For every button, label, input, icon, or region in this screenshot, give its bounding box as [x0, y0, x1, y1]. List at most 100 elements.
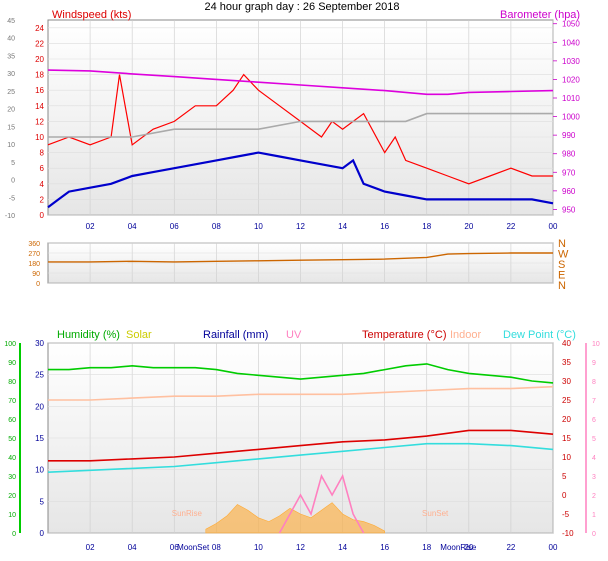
- humidity-tick-label: 40: [8, 455, 16, 462]
- temperature-tick-label: 15: [562, 434, 571, 443]
- compass-tick-label: N: [558, 280, 566, 292]
- temperature-tick-label: 20: [562, 415, 571, 424]
- barometer-tick-label: 960: [562, 187, 576, 196]
- hour-tick-label: 00: [549, 222, 558, 231]
- humidity-tick-label: 90: [8, 360, 16, 367]
- windspeed-tick-label: 0: [40, 211, 45, 220]
- hour-tick-label: 20: [464, 222, 473, 231]
- humidity-tick-label: 50: [8, 436, 16, 443]
- sunrise-label: SunRise: [172, 509, 203, 518]
- hour-tick-label: 20: [464, 543, 473, 552]
- hour-tick-label: 22: [506, 543, 515, 552]
- rainfall-tick-label: 0: [40, 529, 45, 538]
- barometer-tick-label: 990: [562, 131, 576, 140]
- series-line: [48, 112, 553, 138]
- rainfall-tick-label: 15: [35, 434, 44, 443]
- hour-tick-label: 22: [506, 222, 515, 231]
- outer-left-tick-label: -5: [9, 195, 15, 202]
- windspeed-tick-label: 16: [35, 86, 44, 95]
- direction-tick-label: 180: [28, 261, 40, 268]
- humidity-tick-label: 30: [8, 474, 16, 481]
- uv-tick-label: 1: [592, 512, 596, 519]
- humidity-tick-label: 100: [4, 341, 16, 348]
- windspeed-tick-label: 4: [40, 180, 45, 189]
- windspeed-axis-label: Windspeed (kts): [52, 9, 131, 21]
- legend-label: Temperature (°C): [362, 329, 446, 341]
- windspeed-tick-label: 14: [35, 102, 44, 111]
- uv-tick-label: 2: [592, 493, 596, 500]
- uv-tick-label: 9: [592, 360, 596, 367]
- outer-left-tick-label: 45: [7, 18, 15, 25]
- series-area: [205, 502, 385, 534]
- outer-left-tick-label: 30: [7, 71, 15, 78]
- hour-tick-label: 16: [380, 222, 389, 231]
- compass-tick-label: S: [558, 259, 565, 271]
- hour-tick-label: 12: [296, 543, 305, 552]
- windspeed-tick-label: 6: [40, 164, 45, 173]
- windspeed-tick-label: 10: [35, 133, 44, 142]
- hour-tick-label: 14: [338, 543, 347, 552]
- series-line: [47, 151, 554, 209]
- series-line: [278, 473, 365, 534]
- barometer-axis-label: Barometer (hpa): [500, 9, 580, 21]
- series-line: [47, 442, 554, 473]
- temperature-tick-label: -5: [562, 510, 570, 519]
- hour-tick-label: 12: [296, 222, 305, 231]
- barometer-tick-label: 1010: [562, 94, 580, 103]
- outer-left-tick-label: -10: [5, 213, 15, 220]
- temperature-tick-label: 5: [562, 472, 567, 481]
- hour-tick-label: 00: [549, 543, 558, 552]
- barometer-tick-label: 1030: [562, 57, 580, 66]
- sunset-label: SunSet: [422, 509, 449, 518]
- direction-tick-label: 270: [28, 251, 40, 258]
- temperature-tick-label: 30: [562, 377, 571, 386]
- uv-tick-label: 5: [592, 436, 596, 443]
- outer-left-tick-label: 0: [11, 178, 15, 185]
- hour-tick-label: 10: [254, 543, 263, 552]
- legend-label: Humidity (%): [57, 329, 120, 341]
- outer-left-tick-label: 10: [7, 142, 15, 149]
- hour-tick-label: 14: [338, 222, 347, 231]
- moonrise-label: MoonRise: [440, 543, 477, 552]
- series-line: [47, 69, 554, 96]
- hour-tick-label: 08: [212, 222, 221, 231]
- barometer-tick-label: 1000: [562, 113, 580, 122]
- uv-tick-label: 4: [592, 455, 596, 462]
- hour-tick-label: 18: [422, 222, 431, 231]
- rainfall-tick-label: 5: [40, 497, 45, 506]
- temperature-tick-label: 25: [562, 396, 571, 405]
- barometer-tick-label: 970: [562, 168, 576, 177]
- outer-left-tick-label: 15: [7, 124, 15, 131]
- windspeed-tick-label: 22: [35, 39, 44, 48]
- hour-tick-label: 10: [254, 222, 263, 231]
- series-line: [48, 385, 554, 401]
- compass-tick-label: N: [558, 238, 566, 250]
- direction-tick-label: 360: [28, 241, 40, 248]
- outer-left-tick-label: 5: [11, 160, 15, 167]
- humidity-tick-label: 0: [12, 531, 16, 538]
- uv-tick-label: 8: [592, 379, 596, 386]
- legend-label: Indoor: [450, 329, 482, 341]
- outer-left-tick-label: 35: [7, 53, 15, 60]
- direction-tick-label: 90: [32, 271, 40, 278]
- outer-left-tick-label: 40: [7, 36, 15, 43]
- windspeed-tick-label: 2: [40, 195, 45, 204]
- hour-tick-label: 04: [128, 222, 137, 231]
- humidity-tick-label: 70: [8, 398, 16, 405]
- hour-tick-label: 02: [86, 543, 95, 552]
- series-line: [48, 363, 554, 384]
- hour-tick-label: 18: [422, 543, 431, 552]
- rainfall-tick-label: 30: [35, 339, 44, 348]
- uv-tick-label: 0: [592, 531, 596, 538]
- temperature-tick-label: 0: [562, 491, 567, 500]
- temperature-tick-label: -10: [562, 529, 574, 538]
- hour-tick-label: 04: [128, 543, 137, 552]
- hour-tick-label: 06: [170, 543, 179, 552]
- uv-tick-label: 6: [592, 417, 596, 424]
- barometer-tick-label: 950: [562, 205, 576, 214]
- legend-label: Dew Point (°C): [503, 329, 576, 341]
- rainfall-tick-label: 10: [35, 466, 44, 475]
- humidity-tick-label: 20: [8, 493, 16, 500]
- series-line: [48, 429, 554, 462]
